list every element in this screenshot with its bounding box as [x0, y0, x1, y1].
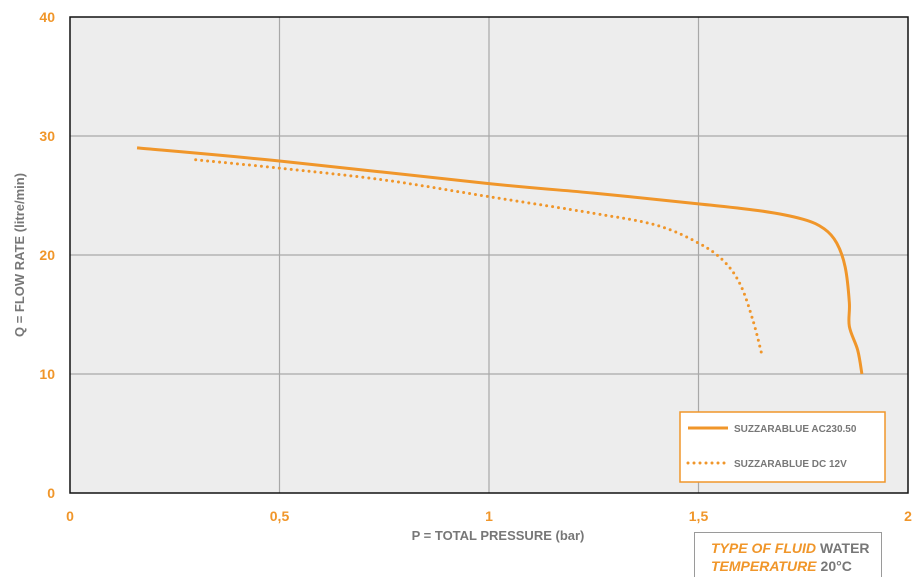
data-series — [136, 146, 864, 375]
x-tick-label: 1,5 — [689, 508, 709, 524]
fluid-type-row: TYPE OF FLUID WATER — [711, 539, 881, 557]
fluid-type-label: TYPE OF FLUID — [711, 540, 816, 556]
legend-box — [679, 411, 886, 483]
fluid-info-box: TYPE OF FLUID WATER TEMPERATURE 20°C — [694, 532, 882, 577]
y-tick-label: 0 — [47, 485, 55, 501]
temperature-value: 20°C — [820, 558, 852, 574]
x-tick-label: 0,5 — [270, 508, 290, 524]
x-tick-label: 1 — [485, 508, 493, 524]
temperature-row: TEMPERATURE 20°C — [711, 557, 881, 575]
legend-label: SUZZARABLUE AC230.50 — [734, 424, 857, 435]
y-tick-label: 30 — [39, 128, 55, 144]
x-tick-label: 0 — [66, 508, 74, 524]
legend-label: SUZZARABLUE DC 12V — [734, 459, 847, 470]
y-tick-label: 10 — [39, 366, 55, 382]
legend: SUZZARABLUE AC230.50 SUZZARABLUE DC 12V — [679, 411, 886, 483]
series-line-ac — [136, 146, 864, 375]
grid-lines — [70, 17, 908, 493]
y-axis-label: Q = FLOW RATE (litre/min) — [12, 173, 27, 337]
temperature-label: TEMPERATURE — [711, 558, 817, 574]
x-axis-label: P = TOTAL PRESSURE (bar) — [412, 528, 585, 543]
fluid-type-value: WATER — [820, 540, 870, 556]
y-tick-label: 20 — [39, 247, 55, 263]
y-tick-label: 40 — [39, 9, 55, 25]
series-line-dc — [194, 158, 763, 355]
plot-frame — [69, 16, 909, 494]
x-tick-label: 2 — [904, 508, 912, 524]
